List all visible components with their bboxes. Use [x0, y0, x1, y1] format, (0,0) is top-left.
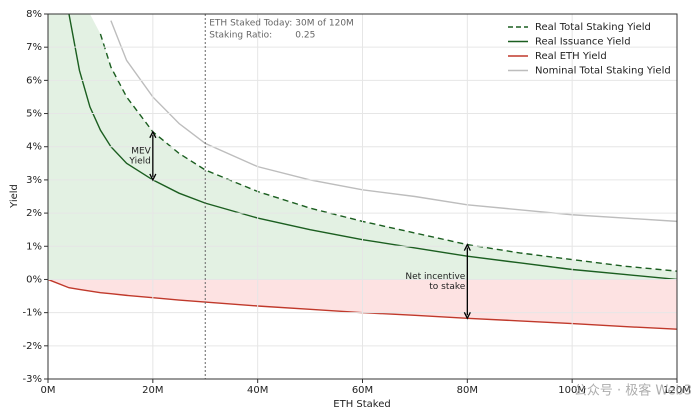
marker-label: Staking Ratio:: [209, 31, 272, 41]
legend-label: Real Issuance Yield: [535, 37, 631, 48]
x-tick-label: 100M: [558, 385, 586, 396]
x-tick-label: 20M: [142, 385, 163, 396]
x-tick-label: 120M: [663, 385, 691, 396]
arrow-head: [149, 130, 157, 182]
y-tick-label: 0%: [26, 274, 42, 285]
annotation-text: to stake: [429, 282, 466, 292]
watermark: 公众号 · 极客 Web3: [574, 383, 692, 399]
plot-frame: [47, 13, 678, 380]
y-tick-label: 8%: [26, 9, 42, 20]
marker-label: 0.25: [295, 31, 315, 41]
annotation-text: MEV: [131, 146, 151, 156]
arrow-head: [463, 243, 471, 320]
y-tick-label: -1%: [23, 308, 42, 319]
x-tick-label: 0M: [41, 385, 56, 396]
y-tick-label: 6%: [26, 75, 42, 86]
y-tick-label: 2%: [26, 208, 42, 219]
series-line: [99, 33, 677, 272]
x-tick-label: 80M: [457, 385, 478, 396]
y-tick-label: 7%: [26, 42, 42, 53]
y-tick-label: -3%: [23, 374, 42, 385]
y-tick-label: -2%: [23, 341, 42, 352]
x-tick-label: 40M: [247, 385, 268, 396]
marker-label: 30M of 120M: [295, 19, 354, 29]
annotation-text: Net incentive: [405, 272, 465, 282]
y-tick-label: 4%: [26, 142, 42, 153]
y-tick-label: 3%: [26, 175, 42, 186]
series-line: [68, 14, 677, 281]
marker-label: ETH Staked Today:: [209, 19, 292, 29]
x-axis-label: ETH Staked: [333, 399, 390, 410]
legend-label: Real ETH Yield: [535, 51, 607, 62]
x-tick-label: 60M: [352, 385, 373, 396]
legend-label: Nominal Total Staking Yield: [535, 66, 671, 77]
annotation-text: Yield: [128, 156, 150, 166]
legend-label: Real Total Staking Yield: [535, 22, 651, 33]
y-tick-label: 5%: [26, 109, 42, 120]
series-line: [110, 20, 677, 223]
y-axis-label: Yield: [9, 184, 20, 209]
y-tick-label: 1%: [26, 241, 42, 252]
